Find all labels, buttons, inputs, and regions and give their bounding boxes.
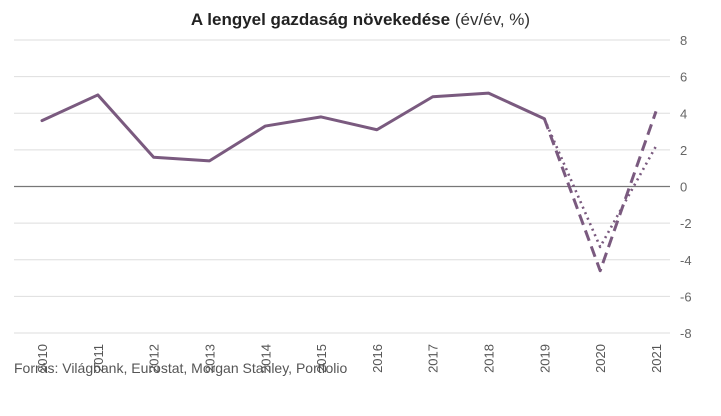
x-tick-label: 2013 [202,344,217,373]
x-tick-label: 2015 [314,344,329,373]
chart-title-main: A lengyel gazdaság növekedése [190,10,451,29]
y-tick-label: 2 [680,143,687,158]
x-tick-label: 2016 [370,344,385,373]
y-tick-label: -8 [680,326,692,341]
series-line-solid [40,91,546,163]
chart-title-unit: (év/év, %) [454,10,531,29]
y-tick-label: -2 [680,216,692,231]
x-tick-label: 2012 [147,344,162,373]
series-line-dashed [542,110,658,273]
chart-title: A lengyel gazdaság növekedése (év/év, %) [0,10,721,30]
y-tick-label: 4 [680,106,687,121]
y-tick-label: 0 [680,180,687,195]
x-tick-label: 2017 [426,344,441,373]
x-tick-label: 2014 [258,344,273,373]
y-tick-label: -6 [680,289,692,304]
x-tick-label: 2018 [482,344,497,373]
y-tick-label: -4 [680,253,692,268]
x-tick-label: 2011 [91,344,106,372]
y-tick-label: 8 [680,33,687,48]
source-note: Forrás: Világbank, Eurostat, Morgan Stan… [14,360,348,376]
series-line-dotted [543,118,658,249]
x-tick-label: 2010 [35,344,50,373]
y-tick-label: 6 [680,70,687,85]
x-tick-label: 2020 [593,344,608,373]
x-tick-label: 2021 [649,344,664,373]
x-tick-label: 2019 [537,344,552,373]
